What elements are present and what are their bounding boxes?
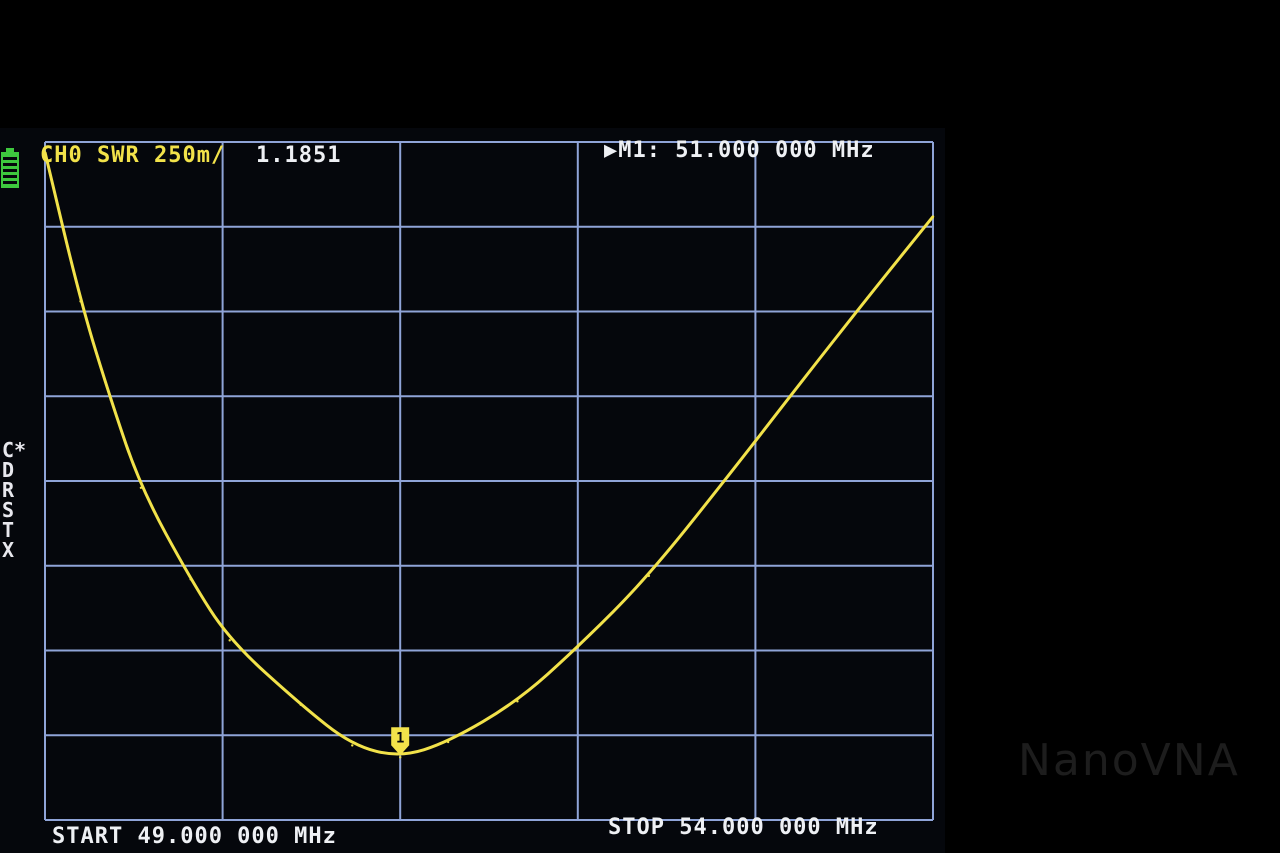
data-point <box>399 756 402 759</box>
marker-number: 1 <box>396 730 404 746</box>
side-label: S <box>2 498 15 522</box>
trace-label: CH0 SWR 250m/ <box>40 143 226 168</box>
watermark-logo: NanoVNA <box>1018 735 1240 786</box>
data-point <box>139 486 143 489</box>
marker-label: M1: 51.000 000 MHz <box>618 138 875 163</box>
data-point <box>109 398 112 401</box>
data-point <box>576 645 579 649</box>
side-menu-labels: C* D R S T X <box>2 440 32 560</box>
trace-value: 1.1851 <box>256 143 342 168</box>
stop-frequency: STOP 54.000 000 MHz <box>608 815 879 840</box>
marker-icon <box>391 727 410 756</box>
vna-screen <box>0 128 945 853</box>
data-point <box>647 574 651 578</box>
side-label: C* <box>2 438 27 462</box>
side-label: X <box>2 538 15 562</box>
data-point <box>931 215 935 218</box>
side-label: T <box>2 518 15 542</box>
marker-readout: ▶M1: 51.000 000 MHz <box>604 138 875 163</box>
start-frequency: START 49.000 000 MHz <box>52 824 337 849</box>
data-point <box>866 296 869 300</box>
side-label: R <box>2 478 15 502</box>
data-point <box>228 639 231 642</box>
data-point <box>43 150 47 154</box>
data-point <box>79 300 82 303</box>
data-point <box>299 703 302 706</box>
data-point <box>516 700 519 703</box>
data-point <box>189 578 192 581</box>
swr-trace <box>43 151 935 756</box>
data-point <box>796 384 800 388</box>
battery-icon <box>0 148 20 188</box>
data-point <box>446 740 450 744</box>
data-point <box>736 462 739 466</box>
data-point <box>351 744 354 747</box>
side-label: D <box>2 458 15 482</box>
